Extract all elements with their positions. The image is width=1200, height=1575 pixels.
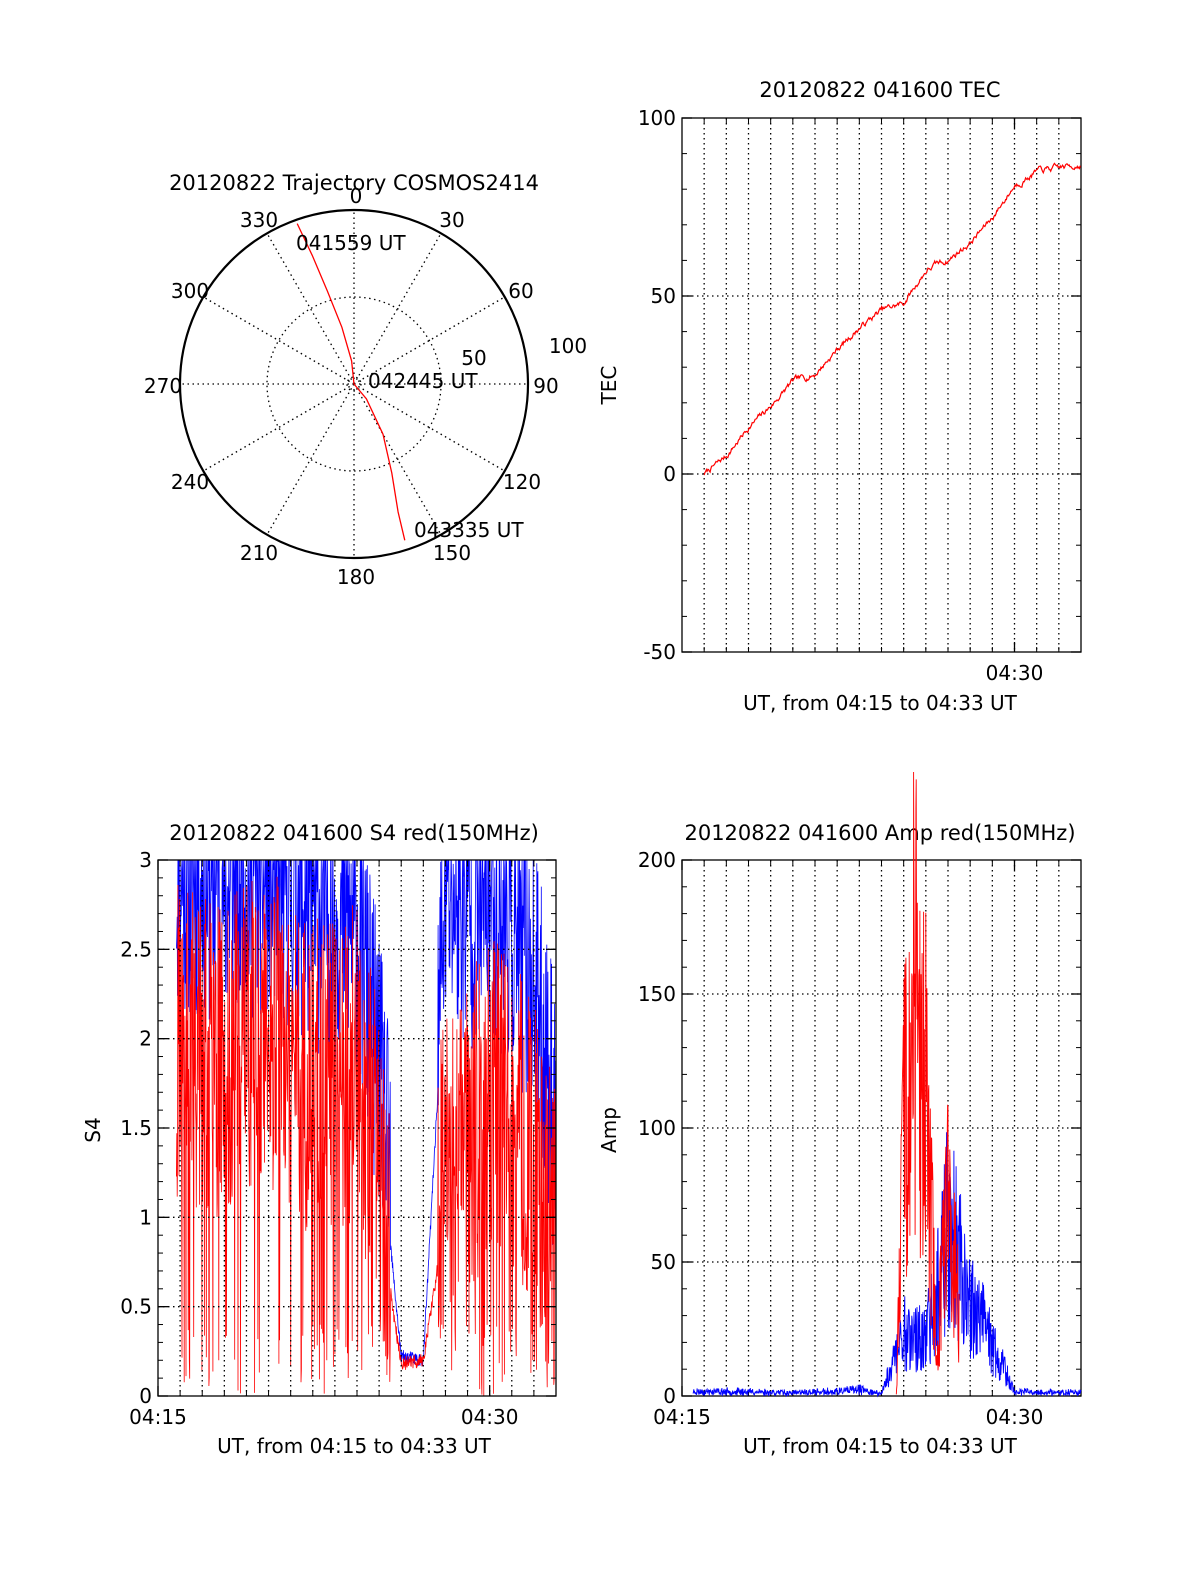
polar-azimuth-label: 30 <box>439 208 464 232</box>
trajectory-annotation: 042445 UT <box>368 369 478 393</box>
amp-plot-frame <box>681 859 1082 1397</box>
s4-red-line <box>176 876 556 1396</box>
s4-x-axis-label: UT, from 04:15 to 04:33 UT <box>217 1434 492 1458</box>
amp-y-tick-label: 50 <box>651 1250 676 1274</box>
polar-azimuth-label: 150 <box>433 541 471 565</box>
polar-outer-ring <box>178 208 530 560</box>
tec-y-tick-label: 50 <box>651 284 676 308</box>
s4-blue-line <box>176 860 556 1367</box>
s4-y-tick-label: 2.5 <box>120 937 152 961</box>
s4-y-tick-label: 1.5 <box>120 1116 152 1140</box>
amp-red-line <box>895 771 960 1395</box>
amp-x-tick-label: 04:15 <box>653 1405 711 1429</box>
s4-y-tick-label: 2 <box>139 1027 152 1051</box>
amp-y-tick-label: 100 <box>638 1116 676 1140</box>
polar-azimuth-label: 300 <box>171 279 209 303</box>
s4-y-tick-label: 0 <box>139 1384 152 1408</box>
amp-chart: 20120822 041600 Amp red(150MHz) UT, from… <box>597 771 1082 1458</box>
s4-chart: 20120822 041600 S4 red(150MHz) UT, from … <box>81 821 557 1458</box>
polar-ring <box>346 376 362 392</box>
amp-x-axis-label: UT, from 04:15 to 04:33 UT <box>743 1434 1018 1458</box>
s4-y-tick-label: 0.5 <box>120 1295 152 1319</box>
tec-x-axis-label: UT, from 04:15 to 04:33 UT <box>743 691 1018 715</box>
tec-chart-title: 20120822 041600 TEC <box>759 78 1000 102</box>
polar-grid <box>178 208 530 560</box>
trajectory-annotation: 041559 UT <box>296 231 406 255</box>
tec-y-tick-label: 100 <box>638 106 676 130</box>
amp-series <box>692 771 1082 1398</box>
polar-spoke <box>353 383 442 536</box>
amp-x-tick-label: 04:30 <box>986 1405 1044 1429</box>
tec-plot-frame <box>681 117 1082 653</box>
tec-y-tick-label: 0 <box>663 462 676 486</box>
s4-x-tick-label: 04:15 <box>129 1405 187 1429</box>
tec-y-axis-label: TEC <box>597 366 621 406</box>
s4-plot-frame <box>157 859 557 1397</box>
s4-y-axis-label: S4 <box>81 1117 105 1142</box>
s4-y-tick-label: 3 <box>139 848 152 872</box>
polar-azimuth-label: 270 <box>144 374 182 398</box>
amp-blue-line <box>692 1132 1082 1398</box>
polar-azimuth-label: 180 <box>337 565 375 589</box>
s4-y-tick-label: 1 <box>139 1205 152 1229</box>
s4-axes: 0 0.5 1 1.5 2 2.5 3 04:15 04:30 <box>120 848 557 1429</box>
amp-y-tick-label: 0 <box>663 1384 676 1408</box>
polar-spoke <box>353 232 442 385</box>
s4-x-tick-label: 04:30 <box>461 1405 519 1429</box>
tec-x-tick-label: 04:30 <box>986 661 1044 685</box>
amp-chart-title: 20120822 041600 Amp red(150MHz) <box>684 821 1075 845</box>
tec-series <box>703 162 1081 476</box>
polar-azimuth-label: 210 <box>240 541 278 565</box>
amp-y-tick-label: 150 <box>638 982 676 1006</box>
tec-y-tick-label: -50 <box>643 640 676 664</box>
polar-azimuth-label: 330 <box>240 208 278 232</box>
trajectory-annotations: 041559 UT 042445 UT 043335 UT <box>296 231 524 542</box>
polar-ring <box>266 296 442 472</box>
polar-spoke <box>202 296 355 385</box>
tec-axes: -50 0 50 100 04:30 <box>638 106 1082 685</box>
polar-ring-label: 100 <box>549 334 587 358</box>
polar-spoke <box>353 296 506 385</box>
polar-spoke <box>266 232 355 385</box>
amp-axes: 0 50 100 150 200 04:15 04:30 <box>638 848 1082 1429</box>
polar-spoke <box>202 383 355 472</box>
polar-azimuth-label: 120 <box>503 470 541 494</box>
polar-azimuth-label: 90 <box>533 374 558 398</box>
polar-spoke <box>353 383 506 472</box>
trajectory-chart-title: 20120822 Trajectory COSMOS2414 <box>169 171 539 195</box>
amp-y-tick-label: 200 <box>638 848 676 872</box>
polar-spoke <box>266 383 355 536</box>
polar-ring-label: 50 <box>461 346 486 370</box>
polar-ring-labels: 50 100 <box>461 334 587 370</box>
trajectory-polar-chart: 20120822 Trajectory COSMOS2414 0 30 60 90 12… <box>144 171 587 589</box>
polar-azimuth-labels: 0 30 60 90 120 150 180 210 240 270 300 330 <box>144 184 559 589</box>
polar-azimuth-label: 0 <box>350 184 363 208</box>
trajectory-annotation: 043335 UT <box>414 518 524 542</box>
trajectory-line <box>296 223 406 541</box>
polar-azimuth-label: 60 <box>508 279 533 303</box>
amp-y-axis-label: Amp <box>597 1107 621 1153</box>
trajectory-series <box>296 223 406 541</box>
s4-series <box>176 860 556 1396</box>
tec-line <box>703 162 1081 476</box>
s4-chart-title: 20120822 041600 S4 red(150MHz) <box>169 821 539 845</box>
tec-chart: 20120822 041600 TEC UT, from 04:15 to 04… <box>597 78 1082 715</box>
polar-azimuth-label: 240 <box>171 470 209 494</box>
